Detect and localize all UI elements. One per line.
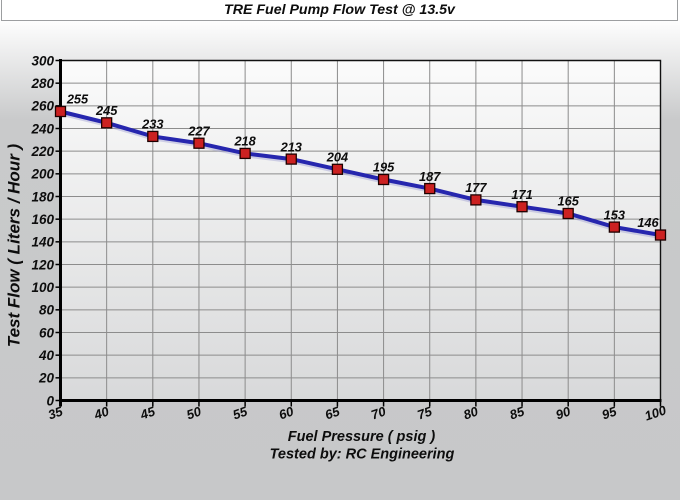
svg-text:146: 146 (637, 215, 659, 230)
svg-text:227: 227 (187, 123, 210, 138)
svg-text:20: 20 (38, 371, 55, 386)
svg-text:55: 55 (231, 403, 250, 422)
svg-text:165: 165 (558, 194, 580, 209)
svg-text:220: 220 (30, 144, 54, 159)
svg-text:75: 75 (415, 403, 434, 422)
svg-text:280: 280 (30, 76, 54, 91)
svg-text:40: 40 (38, 348, 55, 363)
svg-text:195: 195 (373, 160, 395, 175)
svg-text:65: 65 (323, 403, 342, 422)
svg-text:200: 200 (30, 167, 54, 182)
svg-text:245: 245 (95, 103, 118, 118)
svg-text:100: 100 (643, 402, 669, 423)
svg-text:Tested by: RC Engineering: Tested by: RC Engineering (270, 447, 455, 463)
svg-text:45: 45 (137, 403, 157, 422)
svg-text:50: 50 (185, 403, 204, 422)
svg-text:255: 255 (66, 92, 89, 107)
svg-text:70: 70 (369, 403, 388, 422)
svg-text:204: 204 (326, 150, 348, 165)
svg-text:153: 153 (604, 207, 625, 222)
svg-text:100: 100 (31, 280, 54, 295)
svg-text:Fuel Pressure ( psig ): Fuel Pressure ( psig ) (288, 429, 436, 445)
svg-text:85: 85 (508, 403, 527, 422)
svg-text:171: 171 (511, 187, 532, 202)
svg-text:0: 0 (46, 393, 54, 408)
svg-text:90: 90 (554, 403, 573, 422)
svg-text:60: 60 (39, 325, 55, 340)
svg-text:218: 218 (233, 134, 256, 149)
svg-text:40: 40 (91, 403, 111, 422)
svg-text:60: 60 (277, 403, 296, 422)
svg-text:180: 180 (31, 189, 54, 204)
svg-text:240: 240 (30, 121, 54, 136)
svg-text:120: 120 (31, 257, 54, 272)
svg-text:95: 95 (600, 403, 619, 422)
svg-text:177: 177 (465, 180, 487, 195)
svg-text:35: 35 (46, 403, 65, 422)
svg-text:233: 233 (141, 117, 163, 132)
svg-text:213: 213 (280, 139, 302, 154)
svg-text:Test Flow ( Liters / Hour ): Test Flow ( Liters / Hour ) (5, 143, 24, 347)
svg-text:260: 260 (30, 99, 54, 114)
svg-text:140: 140 (31, 235, 54, 250)
svg-text:187: 187 (419, 169, 441, 184)
svg-text:160: 160 (31, 212, 54, 227)
svg-text:300: 300 (31, 53, 54, 68)
svg-text:80: 80 (461, 403, 480, 422)
svg-text:80: 80 (39, 303, 55, 318)
